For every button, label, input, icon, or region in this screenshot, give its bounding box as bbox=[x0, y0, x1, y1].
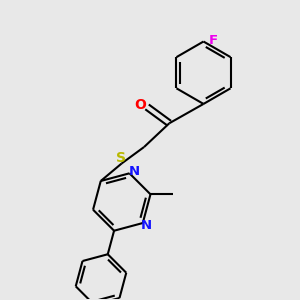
Text: N: N bbox=[128, 165, 140, 178]
Text: S: S bbox=[116, 151, 126, 165]
Text: O: O bbox=[135, 98, 146, 112]
Text: N: N bbox=[141, 219, 152, 232]
Text: F: F bbox=[209, 34, 218, 46]
